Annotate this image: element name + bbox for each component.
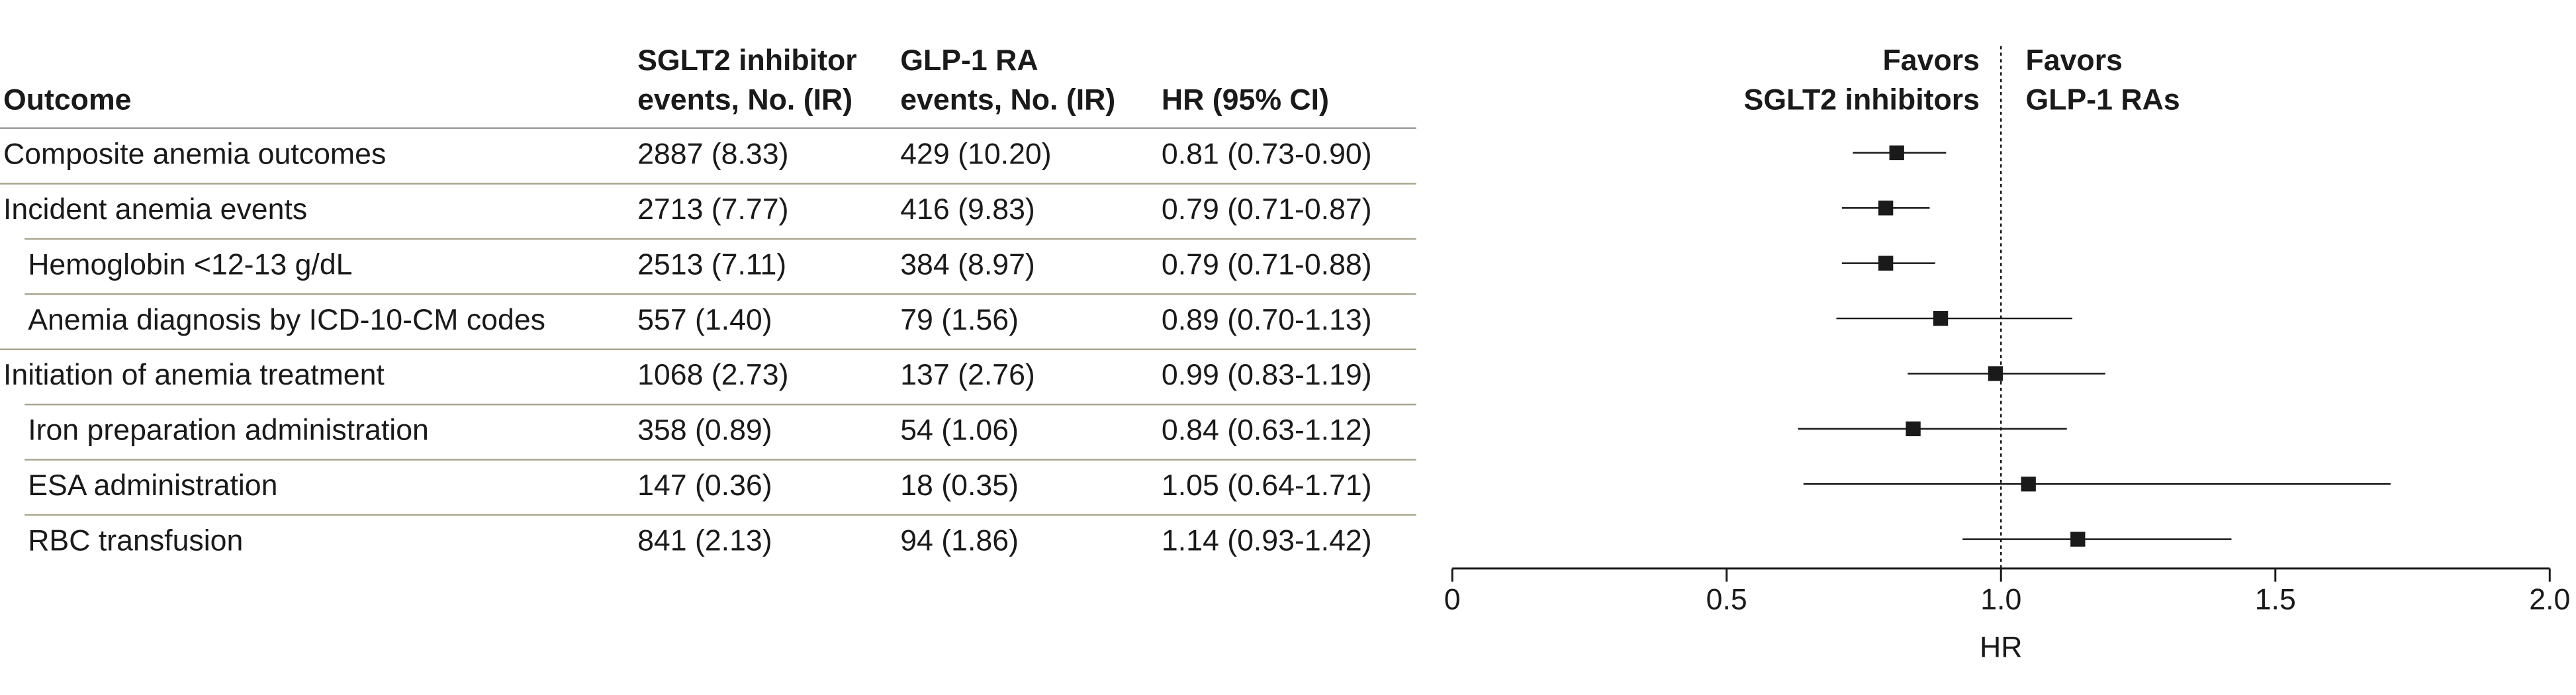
x-axis-label: HR	[1980, 631, 2023, 663]
hr-marker	[1988, 366, 2003, 381]
hr-marker	[2021, 477, 2036, 492]
table-cell: 79 (1.56)	[900, 304, 1019, 336]
table-cell: 2513 (7.11)	[637, 248, 786, 281]
outcome-label: Anemia diagnosis by ICD-10-CM codes	[28, 304, 545, 336]
favors-label: Favors	[2025, 44, 2122, 77]
hr-label: 1.14 (0.93-1.42)	[1162, 524, 1372, 557]
favors-label: Favors	[1883, 44, 1980, 77]
hr-marker	[1889, 145, 1904, 161]
column-header: events, No. (IR)	[637, 84, 852, 116]
x-tick-label: 0	[1444, 583, 1461, 616]
table-cell: 54 (1.06)	[900, 414, 1019, 447]
column-header: Outcome	[3, 84, 132, 116]
table-cell: 147 (0.36)	[637, 469, 772, 502]
hr-label: 0.79 (0.71-0.87)	[1162, 193, 1372, 226]
x-tick-label: 0.5	[1706, 583, 1747, 616]
hr-label: 0.99 (0.83-1.19)	[1162, 359, 1372, 391]
hr-label: 0.79 (0.71-0.88)	[1162, 248, 1372, 281]
x-tick-label: 1.0	[1980, 583, 2021, 616]
x-tick-label: 1.5	[2255, 583, 2296, 616]
table-cell: 416 (9.83)	[900, 193, 1035, 226]
hr-label: 1.05 (0.64-1.71)	[1162, 469, 1372, 502]
table-cell: 137 (2.76)	[900, 359, 1035, 391]
table-cell: 2887 (8.33)	[637, 138, 788, 171]
outcome-label: Iron preparation administration	[28, 414, 429, 447]
table-cell: 841 (2.13)	[637, 524, 772, 557]
outcome-label: Incident anemia events	[3, 193, 307, 226]
favors-label: SGLT2 inhibitors	[1744, 84, 1980, 116]
table-cell: 429 (10.20)	[900, 138, 1051, 171]
column-header: GLP-1 RA	[900, 44, 1038, 77]
table-cell: 384 (8.97)	[900, 248, 1035, 281]
outcome-label: Hemoglobin <12-13 g/dL	[28, 248, 352, 281]
favors-label: GLP-1 RAs	[2025, 84, 2180, 116]
table-cell: 358 (0.89)	[637, 414, 772, 447]
hr-marker	[1878, 201, 1894, 216]
hr-marker	[1933, 310, 1949, 326]
table-cell: 18 (0.35)	[900, 469, 1019, 502]
hr-label: 0.84 (0.63-1.12)	[1162, 414, 1372, 447]
outcome-label: Composite anemia outcomes	[3, 138, 386, 171]
table-cell: 557 (1.40)	[637, 304, 772, 336]
x-tick-label: 2.0	[2529, 583, 2570, 616]
hr-marker	[2070, 532, 2086, 547]
outcome-label: RBC transfusion	[28, 524, 243, 557]
outcome-label: ESA administration	[28, 469, 277, 502]
table-cell: 1068 (2.73)	[637, 359, 788, 391]
table-cell: 94 (1.86)	[900, 524, 1019, 557]
hr-marker	[1878, 255, 1894, 271]
hr-label: 0.81 (0.73-0.90)	[1162, 138, 1372, 171]
hr-label: 0.89 (0.70-1.13)	[1162, 304, 1372, 336]
hr-marker	[1906, 421, 1921, 437]
column-header: events, No. (IR)	[900, 84, 1115, 116]
column-header: SGLT2 inhibitor	[637, 44, 857, 77]
table-cell: 2713 (7.77)	[637, 193, 788, 226]
outcome-label: Initiation of anemia treatment	[3, 359, 385, 391]
column-header: HR (95% CI)	[1162, 84, 1329, 116]
